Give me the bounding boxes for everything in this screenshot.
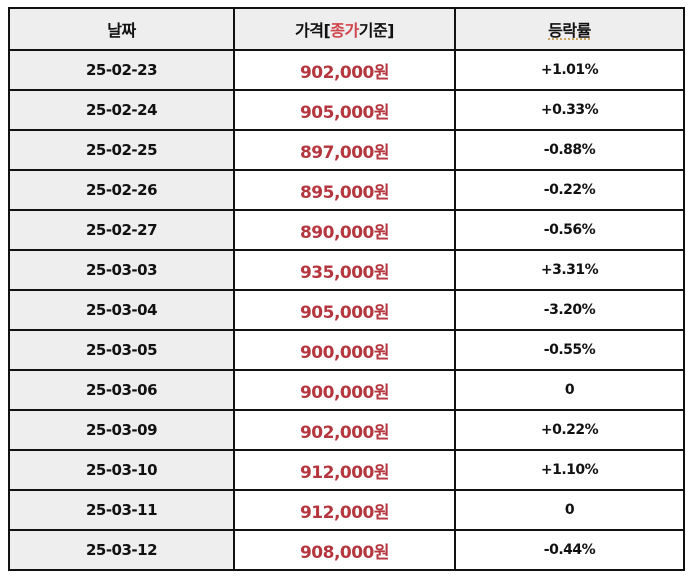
change-cell: 0 [454, 369, 685, 411]
change-cell: -0.56% [454, 209, 685, 251]
date-cell: 25-03-05 [8, 329, 235, 371]
header-date: 날짜 [8, 7, 235, 51]
price-cell: 900,000원 [233, 329, 456, 371]
stock-price-table: 날짜 가격[종가기준] 등락률 25-02-23 902,000원 +1.01%… [8, 7, 685, 571]
price-cell: 890,000원 [233, 209, 456, 251]
header-price-highlight: 종가 [330, 21, 359, 40]
date-cell: 25-03-06 [8, 369, 235, 411]
date-cell: 25-03-10 [8, 449, 235, 491]
table-row: 25-02-24 905,000원 +0.33% [8, 89, 685, 131]
price-cell: 902,000원 [233, 409, 456, 451]
table-row: 25-03-03 935,000원 +3.31% [8, 249, 685, 291]
change-cell: 0 [454, 489, 685, 531]
date-cell: 25-02-24 [8, 89, 235, 131]
table-row: 25-02-23 902,000원 +1.01% [8, 49, 685, 91]
change-cell: +0.33% [454, 89, 685, 131]
date-cell: 25-03-04 [8, 289, 235, 331]
table-row: 25-03-12 908,000원 -0.44% [8, 529, 685, 571]
table-row: 25-03-10 912,000원 +1.10% [8, 449, 685, 491]
table-row: 25-03-11 912,000원 0 [8, 489, 685, 531]
price-cell: 897,000원 [233, 129, 456, 171]
header-price: 가격[종가기준] [233, 7, 456, 51]
price-cell: 912,000원 [233, 449, 456, 491]
table-row: 25-02-25 897,000원 -0.88% [8, 129, 685, 171]
date-cell: 25-03-11 [8, 489, 235, 531]
header-row: 날짜 가격[종가기준] 등락률 [8, 7, 685, 51]
table-row: 25-03-05 900,000원 -0.55% [8, 329, 685, 371]
date-cell: 25-02-23 [8, 49, 235, 91]
table-row: 25-03-09 902,000원 +0.22% [8, 409, 685, 451]
change-cell: -3.20% [454, 289, 685, 331]
price-cell: 895,000원 [233, 169, 456, 211]
change-cell: -0.55% [454, 329, 685, 371]
table-row: 25-03-06 900,000원 0 [8, 369, 685, 411]
change-cell: +1.01% [454, 49, 685, 91]
price-cell: 902,000원 [233, 49, 456, 91]
date-cell: 25-03-12 [8, 529, 235, 571]
table-row: 25-02-27 890,000원 -0.56% [8, 209, 685, 251]
price-cell: 912,000원 [233, 489, 456, 531]
change-cell: -0.88% [454, 129, 685, 171]
date-cell: 25-03-09 [8, 409, 235, 451]
date-cell: 25-02-26 [8, 169, 235, 211]
price-cell: 908,000원 [233, 529, 456, 571]
change-cell: -0.22% [454, 169, 685, 211]
price-cell: 905,000원 [233, 289, 456, 331]
table-row: 25-03-04 905,000원 -3.20% [8, 289, 685, 331]
date-cell: 25-02-25 [8, 129, 235, 171]
change-cell: +0.22% [454, 409, 685, 451]
header-price-suffix: 기준] [358, 21, 395, 40]
header-change-label: 등락률 [548, 21, 591, 40]
header-price-prefix: 가격[ [295, 21, 331, 40]
table-row: 25-02-26 895,000원 -0.22% [8, 169, 685, 211]
change-cell: -0.44% [454, 529, 685, 571]
date-cell: 25-02-27 [8, 209, 235, 251]
change-cell: +3.31% [454, 249, 685, 291]
price-cell: 935,000원 [233, 249, 456, 291]
date-cell: 25-03-03 [8, 249, 235, 291]
change-cell: +1.10% [454, 449, 685, 491]
price-cell: 905,000원 [233, 89, 456, 131]
price-cell: 900,000원 [233, 369, 456, 411]
header-change: 등락률 [454, 7, 685, 51]
